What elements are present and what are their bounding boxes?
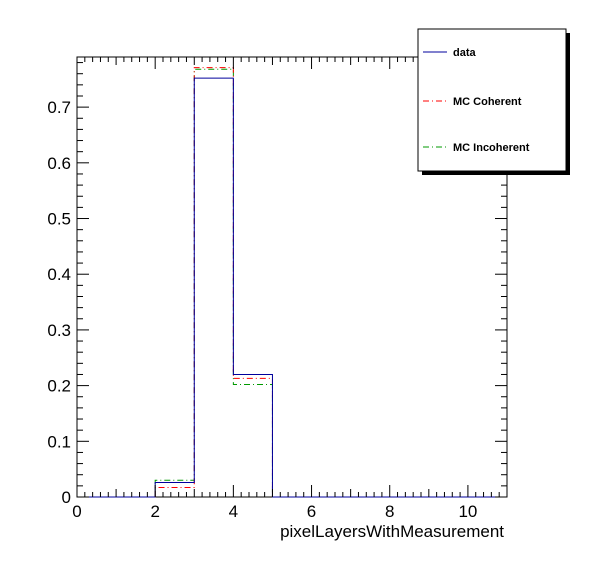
- x-tick-label: 6: [307, 502, 316, 521]
- legend-label: data: [453, 47, 477, 59]
- y-tick-label: 0.2: [47, 377, 71, 396]
- legend-label: MC Coherent: [453, 96, 522, 108]
- x-axis-title: pixelLayersWithMeasurement: [280, 522, 504, 541]
- x-tick-label: 4: [229, 502, 238, 521]
- legend-label: MC Incoherent: [453, 142, 530, 154]
- legend-box: [417, 28, 567, 172]
- y-tick-label: 0.3: [47, 321, 71, 340]
- y-tick-label: 0.1: [47, 432, 71, 451]
- x-axis: 0 2 4 6 8 10: [72, 57, 508, 521]
- x-tick-label: 2: [150, 502, 159, 521]
- y-tick-label: 0.6: [47, 154, 71, 173]
- y-tick-label: 0.5: [47, 210, 71, 229]
- x-tick-label: 0: [72, 502, 81, 521]
- y-tick-label: 0: [62, 488, 71, 507]
- y-tick-label: 0.7: [47, 98, 71, 117]
- x-tick-label: 8: [385, 502, 394, 521]
- y-tick-label: 0.4: [47, 265, 71, 284]
- legend: data MC Coherent MC Incoherent: [417, 28, 570, 175]
- x-tick-label: 10: [458, 502, 477, 521]
